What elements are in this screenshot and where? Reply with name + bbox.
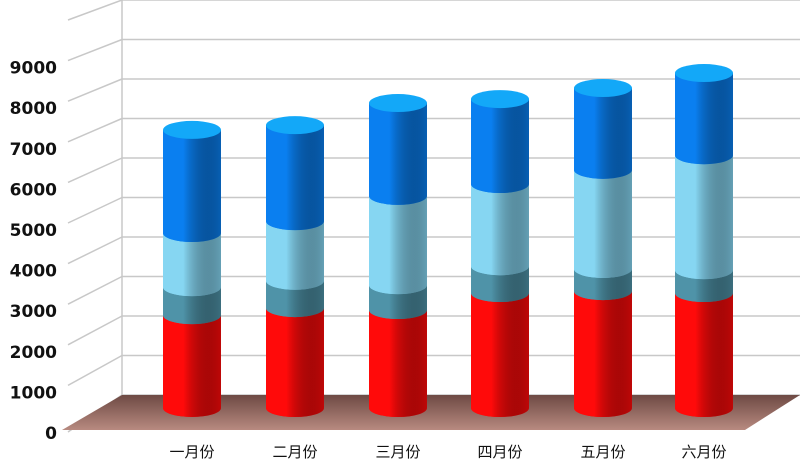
x-tick-label: 六月份 [681, 443, 726, 461]
segment-shade [266, 125, 324, 231]
segment-shade [675, 155, 733, 280]
cylinder-1 [163, 120, 221, 417]
x-tick-label: 二月份 [272, 443, 317, 461]
side-gridline [67, 354, 123, 387]
y-tick-label: 5000 [10, 221, 57, 241]
segment-shade [369, 310, 427, 417]
segment-shade [675, 270, 733, 303]
bar-segment [471, 90, 529, 194]
bar-segment [471, 184, 529, 276]
segment-shade [266, 280, 324, 318]
cylinder-top [675, 64, 733, 83]
bar-segment [675, 270, 733, 303]
y-tick-label: 8000 [10, 99, 57, 119]
segment-shade [163, 129, 221, 243]
y-axis-ticks: 0 1000 2000 3000 4000 5000 6000 7000 8000 9000 [10, 59, 57, 444]
cylinder-top [574, 79, 632, 98]
bar-segment [369, 285, 427, 320]
cylinder-6 [675, 64, 733, 417]
bar-segment [266, 116, 324, 231]
bar-segment [163, 233, 221, 297]
segment-shade [266, 221, 324, 290]
side-gridline [67, 78, 123, 102]
segment-shade [471, 99, 529, 194]
side-gridline [67, 196, 123, 224]
segment-shade [471, 266, 529, 303]
bar-segment [675, 64, 733, 165]
x-tick-label: 三月份 [375, 443, 420, 461]
side-gridline [67, 236, 123, 265]
bar-segment [266, 308, 324, 417]
bars [163, 64, 733, 417]
segment-shade [163, 233, 221, 297]
segment-shade [163, 315, 221, 417]
segment-shade [266, 308, 324, 417]
x-axis-ticks: 一月份 二月份 三月份 四月份 五月份 六月份 [169, 443, 726, 461]
cylinder-5 [574, 79, 632, 417]
segment-shade [574, 88, 632, 179]
bar-segment [163, 287, 221, 325]
y-tick-label: 9000 [10, 59, 57, 79]
bar-segment [574, 291, 632, 417]
bar-segment [369, 195, 427, 295]
segment-shade [675, 73, 733, 165]
side-gridline [67, 275, 123, 305]
cylinder-top [369, 94, 427, 113]
x-tick-label: 五月份 [580, 443, 625, 461]
cylinder-top [471, 90, 529, 109]
y-tick-label: 3000 [10, 302, 57, 322]
segment-shade [574, 169, 632, 278]
bar-segment [163, 120, 221, 243]
bar-segment [675, 293, 733, 417]
segment-shade [471, 293, 529, 417]
y-tick-label: 2000 [10, 343, 57, 363]
segment-shade [163, 287, 221, 325]
x-tick-label: 一月份 [169, 443, 214, 461]
bar-segment [369, 310, 427, 417]
bar-segment [163, 315, 221, 417]
segment-shade [369, 195, 427, 295]
cylinder-top [266, 116, 324, 135]
segment-shade [675, 293, 733, 417]
cylinder-2 [266, 116, 324, 417]
y-tick-label: 0 [45, 424, 57, 444]
side-gridline [67, 117, 123, 143]
segment-shade [369, 285, 427, 320]
x-tick-label: 四月份 [477, 443, 522, 461]
y-tick-label: 7000 [10, 140, 57, 160]
cylinder-top [163, 120, 221, 139]
bar-segment [675, 155, 733, 280]
side-gridline [67, 315, 123, 346]
segment-shade [471, 184, 529, 276]
segment-shade [369, 103, 427, 205]
bar-segment [471, 293, 529, 417]
side-gridline [67, 157, 123, 184]
side-gridline [67, 38, 123, 62]
y-tick-label: 1000 [10, 383, 57, 403]
segment-shade [574, 291, 632, 417]
bar-segment [471, 266, 529, 303]
bar-segment [574, 79, 632, 179]
y-tick-label: 6000 [10, 180, 57, 200]
cylinder-3 [369, 94, 427, 417]
y-tick-label: 4000 [10, 262, 57, 282]
bar-segment [574, 169, 632, 278]
bar-segment [266, 221, 324, 290]
cylinder-4 [471, 90, 529, 417]
bar-segment [369, 94, 427, 205]
bar-segment [266, 280, 324, 318]
side-gridline [67, 0, 123, 21]
